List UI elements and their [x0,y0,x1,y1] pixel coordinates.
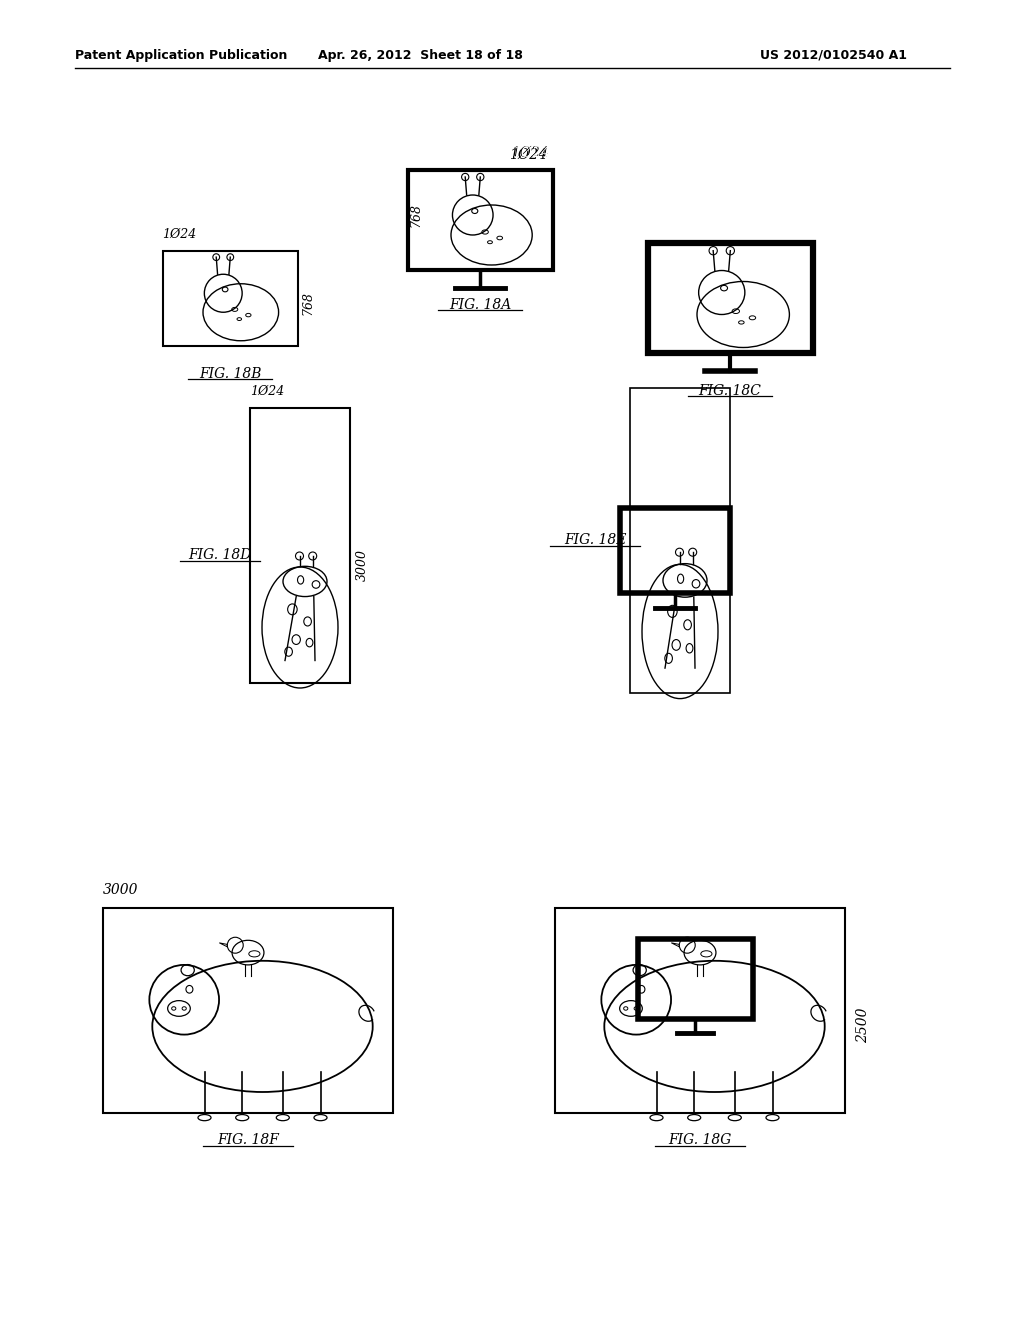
Text: FIG. 18B: FIG. 18B [199,367,261,380]
Bar [638,940,753,1019]
Bar [555,908,845,1113]
Text: 2500: 2500 [856,1007,870,1043]
Bar [647,243,812,352]
Bar [408,170,553,271]
Text: 1Ø24: 1Ø24 [512,147,551,160]
Text: 1Ø24: 1Ø24 [163,227,197,240]
Text: FIG. 18F: FIG. 18F [217,1134,279,1147]
Text: FIG. 18A: FIG. 18A [449,298,511,312]
Text: Patent Application Publication: Patent Application Publication [75,49,288,62]
Bar [630,388,730,693]
Bar [620,507,730,593]
Text: 1Ø24: 1Ø24 [512,147,550,160]
Text: 3000: 3000 [103,883,138,898]
Bar [250,408,350,682]
Text: 1Ø24: 1Ø24 [510,148,548,162]
Text: 768: 768 [409,203,422,227]
Text: FIG. 18G: FIG. 18G [669,1134,732,1147]
Text: FIG. 18D: FIG. 18D [188,548,252,562]
Text: FIG. 18C: FIG. 18C [698,384,762,399]
Text: 3000: 3000 [355,549,369,581]
Bar [163,251,298,346]
Text: US 2012/0102540 A1: US 2012/0102540 A1 [760,49,907,62]
Text: 768: 768 [301,290,314,315]
Text: Apr. 26, 2012  Sheet 18 of 18: Apr. 26, 2012 Sheet 18 of 18 [317,49,522,62]
Text: FIG. 18E: FIG. 18E [564,533,627,546]
Text: 1Ø24: 1Ø24 [250,384,285,397]
Bar [103,908,393,1113]
